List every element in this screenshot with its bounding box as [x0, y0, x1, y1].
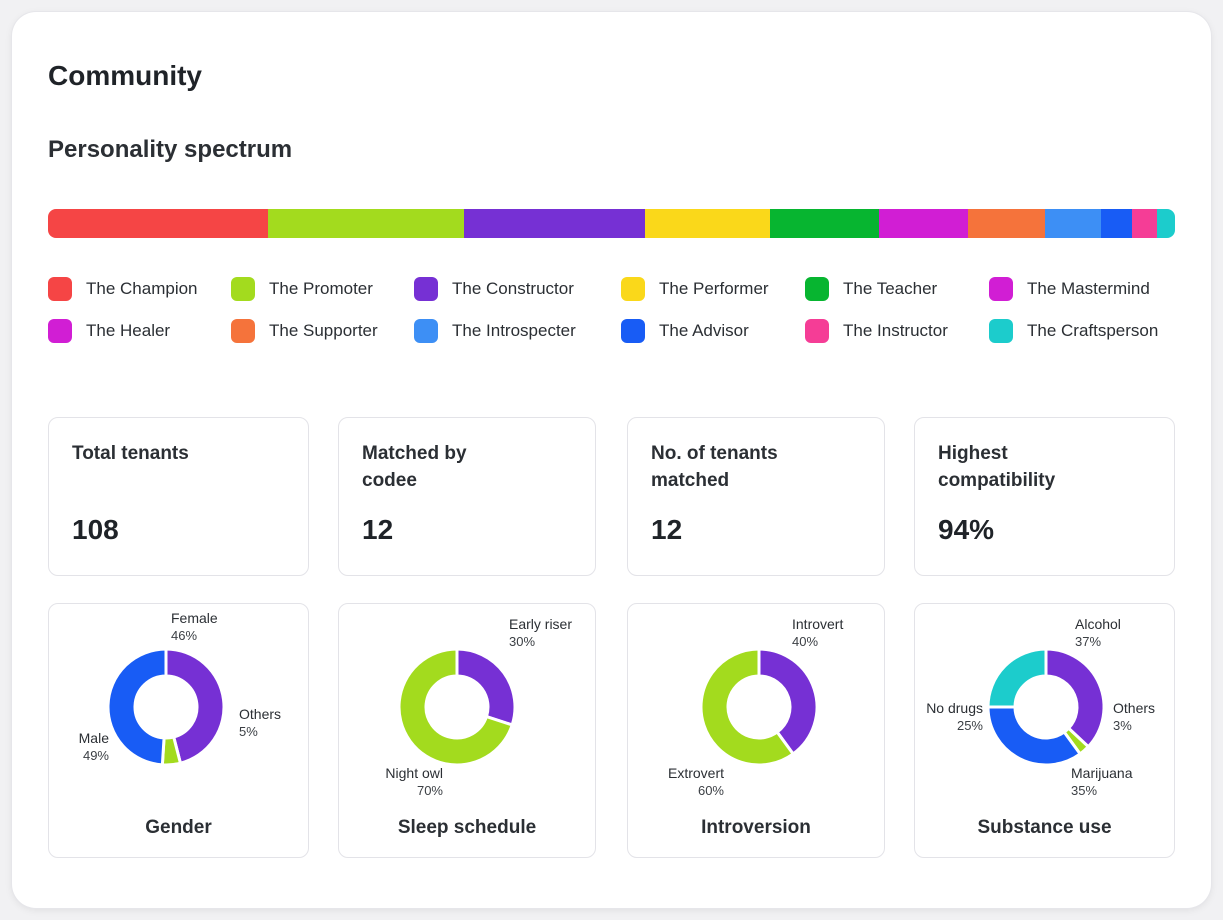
donut-card-gender: Female 46% Others 5% Male 49% Gender: [48, 603, 309, 858]
section-title: Personality spectrum: [48, 136, 293, 163]
legend-label: The Craftsperson: [1027, 321, 1159, 340]
stat-label: Matched by codee: [362, 443, 467, 491]
donut-slice-extrovert: [699, 647, 796, 767]
legend-label: The Instructor: [843, 321, 948, 340]
spectrum-segment-the-instructor: [1132, 209, 1157, 238]
stat-value: 12: [362, 514, 394, 545]
community-card: Community Personality spectrum The Champ…: [12, 12, 1211, 908]
gender-donut-chart: [106, 647, 226, 767]
legend-item: The Advisor: [621, 319, 805, 343]
legend-label: The Advisor: [659, 321, 749, 340]
spectrum-segment-the-introspecter: [1045, 209, 1101, 238]
donut-slice-no-drugs: [986, 647, 1048, 709]
legend-label: The Introspecter: [452, 321, 576, 340]
legend-item: The Constructor: [414, 277, 621, 301]
legend-swatch: [48, 277, 72, 301]
legend-item: The Supporter: [231, 319, 414, 343]
donut-slice-introvert: [757, 647, 819, 757]
donut-card-substance-use: Alcohol 37% Others 3% Marijuana 35% No drug…: [914, 603, 1175, 858]
legend-swatch: [414, 319, 438, 343]
legend-label: The Champion: [86, 279, 198, 298]
donut-title: Sleep schedule: [397, 817, 537, 838]
donut-slice-female: [164, 647, 226, 766]
spectrum-segment-the-constructor: [463, 209, 646, 238]
legend-label: The Teacher: [843, 279, 938, 298]
legend-swatch: [231, 277, 255, 301]
slice-label-others: Others 5%: [239, 706, 282, 739]
legend-item: The Teacher: [805, 277, 989, 301]
spectrum-segment-the-mastermind: [878, 209, 968, 238]
donut-slice-early-riser: [455, 647, 517, 727]
donut-title: Substance use: [977, 817, 1112, 838]
legend-item: The Instructor: [805, 319, 989, 343]
legend-item: The Healer: [48, 319, 231, 343]
slice-label-marijuana: Marijuana 35%: [1071, 765, 1133, 798]
donut-card-introversion: Introvert 40% Extrovert 60% Introversion: [627, 603, 885, 858]
donut-card-sleep-schedule: Early riser 30% Night owl 70% Sleep schedu…: [338, 603, 596, 858]
spectrum-segment-the-teacher: [770, 209, 879, 238]
legend-item: The Champion: [48, 277, 231, 301]
donut-slice-alcohol: [1044, 647, 1106, 749]
spectrum-segment-the-supporter: [967, 209, 1046, 238]
legend-item: The Performer: [621, 277, 805, 301]
legend-item: The Promoter: [231, 277, 414, 301]
stat-label: No. of tenants matched: [651, 443, 778, 491]
slice-label-early-riser: Early riser 30%: [509, 616, 573, 649]
stat-card-total-tenants: Total tenants 108: [48, 417, 309, 576]
legend-label: The Promoter: [269, 279, 373, 298]
slice-label-night-owl: Night owl 70%: [385, 765, 443, 798]
personality-legend: The Champion The Promoter The Constructor T…: [48, 277, 1208, 343]
legend-swatch: [989, 319, 1013, 343]
stat-card-highest-compatibility: Highest compatibility 94%: [914, 417, 1175, 576]
personality-spectrum-bar: [48, 209, 1175, 238]
legend-swatch: [414, 277, 438, 301]
legend-swatch: [48, 319, 72, 343]
sleep-schedule-donut-chart: [397, 647, 517, 767]
spectrum-segment-the-promoter: [267, 209, 464, 238]
donut-slice-night-owl: [397, 647, 515, 767]
stat-label: Total tenants: [72, 443, 189, 464]
stat-value: 108: [72, 514, 119, 545]
donut-title: Introversion: [701, 817, 811, 838]
slice-label-extrovert: Extrovert 60%: [667, 765, 724, 798]
slice-label-no-drugs: No drugs 25%: [926, 700, 983, 733]
introversion-donut-chart: [699, 647, 819, 767]
legend-item: The Mastermind: [989, 277, 1199, 301]
stat-card-tenants-matched: No. of tenants matched 12: [627, 417, 885, 576]
slice-label-female: Female 46%: [171, 610, 218, 643]
legend-swatch: [621, 277, 645, 301]
legend-item: The Craftsperson: [989, 319, 1199, 343]
slice-label-others: Others 3%: [1113, 700, 1156, 733]
slice-label-introvert: Introvert 40%: [792, 616, 844, 649]
legend-item: The Introspecter: [414, 319, 621, 343]
legend-label: The Healer: [86, 321, 171, 340]
legend-swatch: [231, 319, 255, 343]
spectrum-segment-the-advisor: [1100, 209, 1133, 238]
legend-label: The Performer: [659, 279, 769, 298]
spectrum-segment-the-craftsperson: [1156, 209, 1175, 238]
stat-value: 12: [651, 514, 683, 545]
donut-title: Gender: [145, 817, 212, 838]
spectrum-segment-the-performer: [645, 209, 771, 238]
legend-label: The Supporter: [269, 321, 378, 340]
substance-use-donut-chart: [986, 647, 1106, 767]
legend-label: The Constructor: [452, 279, 574, 298]
stat-card-matched-by-codee: Matched by codee 12: [338, 417, 596, 576]
legend-label: The Mastermind: [1027, 279, 1150, 298]
donut-slice-marijuana: [986, 705, 1083, 767]
legend-swatch: [805, 319, 829, 343]
legend-swatch: [805, 277, 829, 301]
legend-swatch: [621, 319, 645, 343]
donut-slice-male: [106, 647, 168, 767]
stat-label: Highest compatibility: [938, 443, 1056, 491]
legend-swatch: [989, 277, 1013, 301]
stat-value: 94%: [938, 514, 995, 545]
slice-label-male: Male 49%: [78, 730, 109, 763]
spectrum-segment-the-champion: [48, 209, 268, 238]
slice-label-alcohol: Alcohol 37%: [1075, 616, 1121, 649]
page-title: Community: [48, 60, 202, 91]
